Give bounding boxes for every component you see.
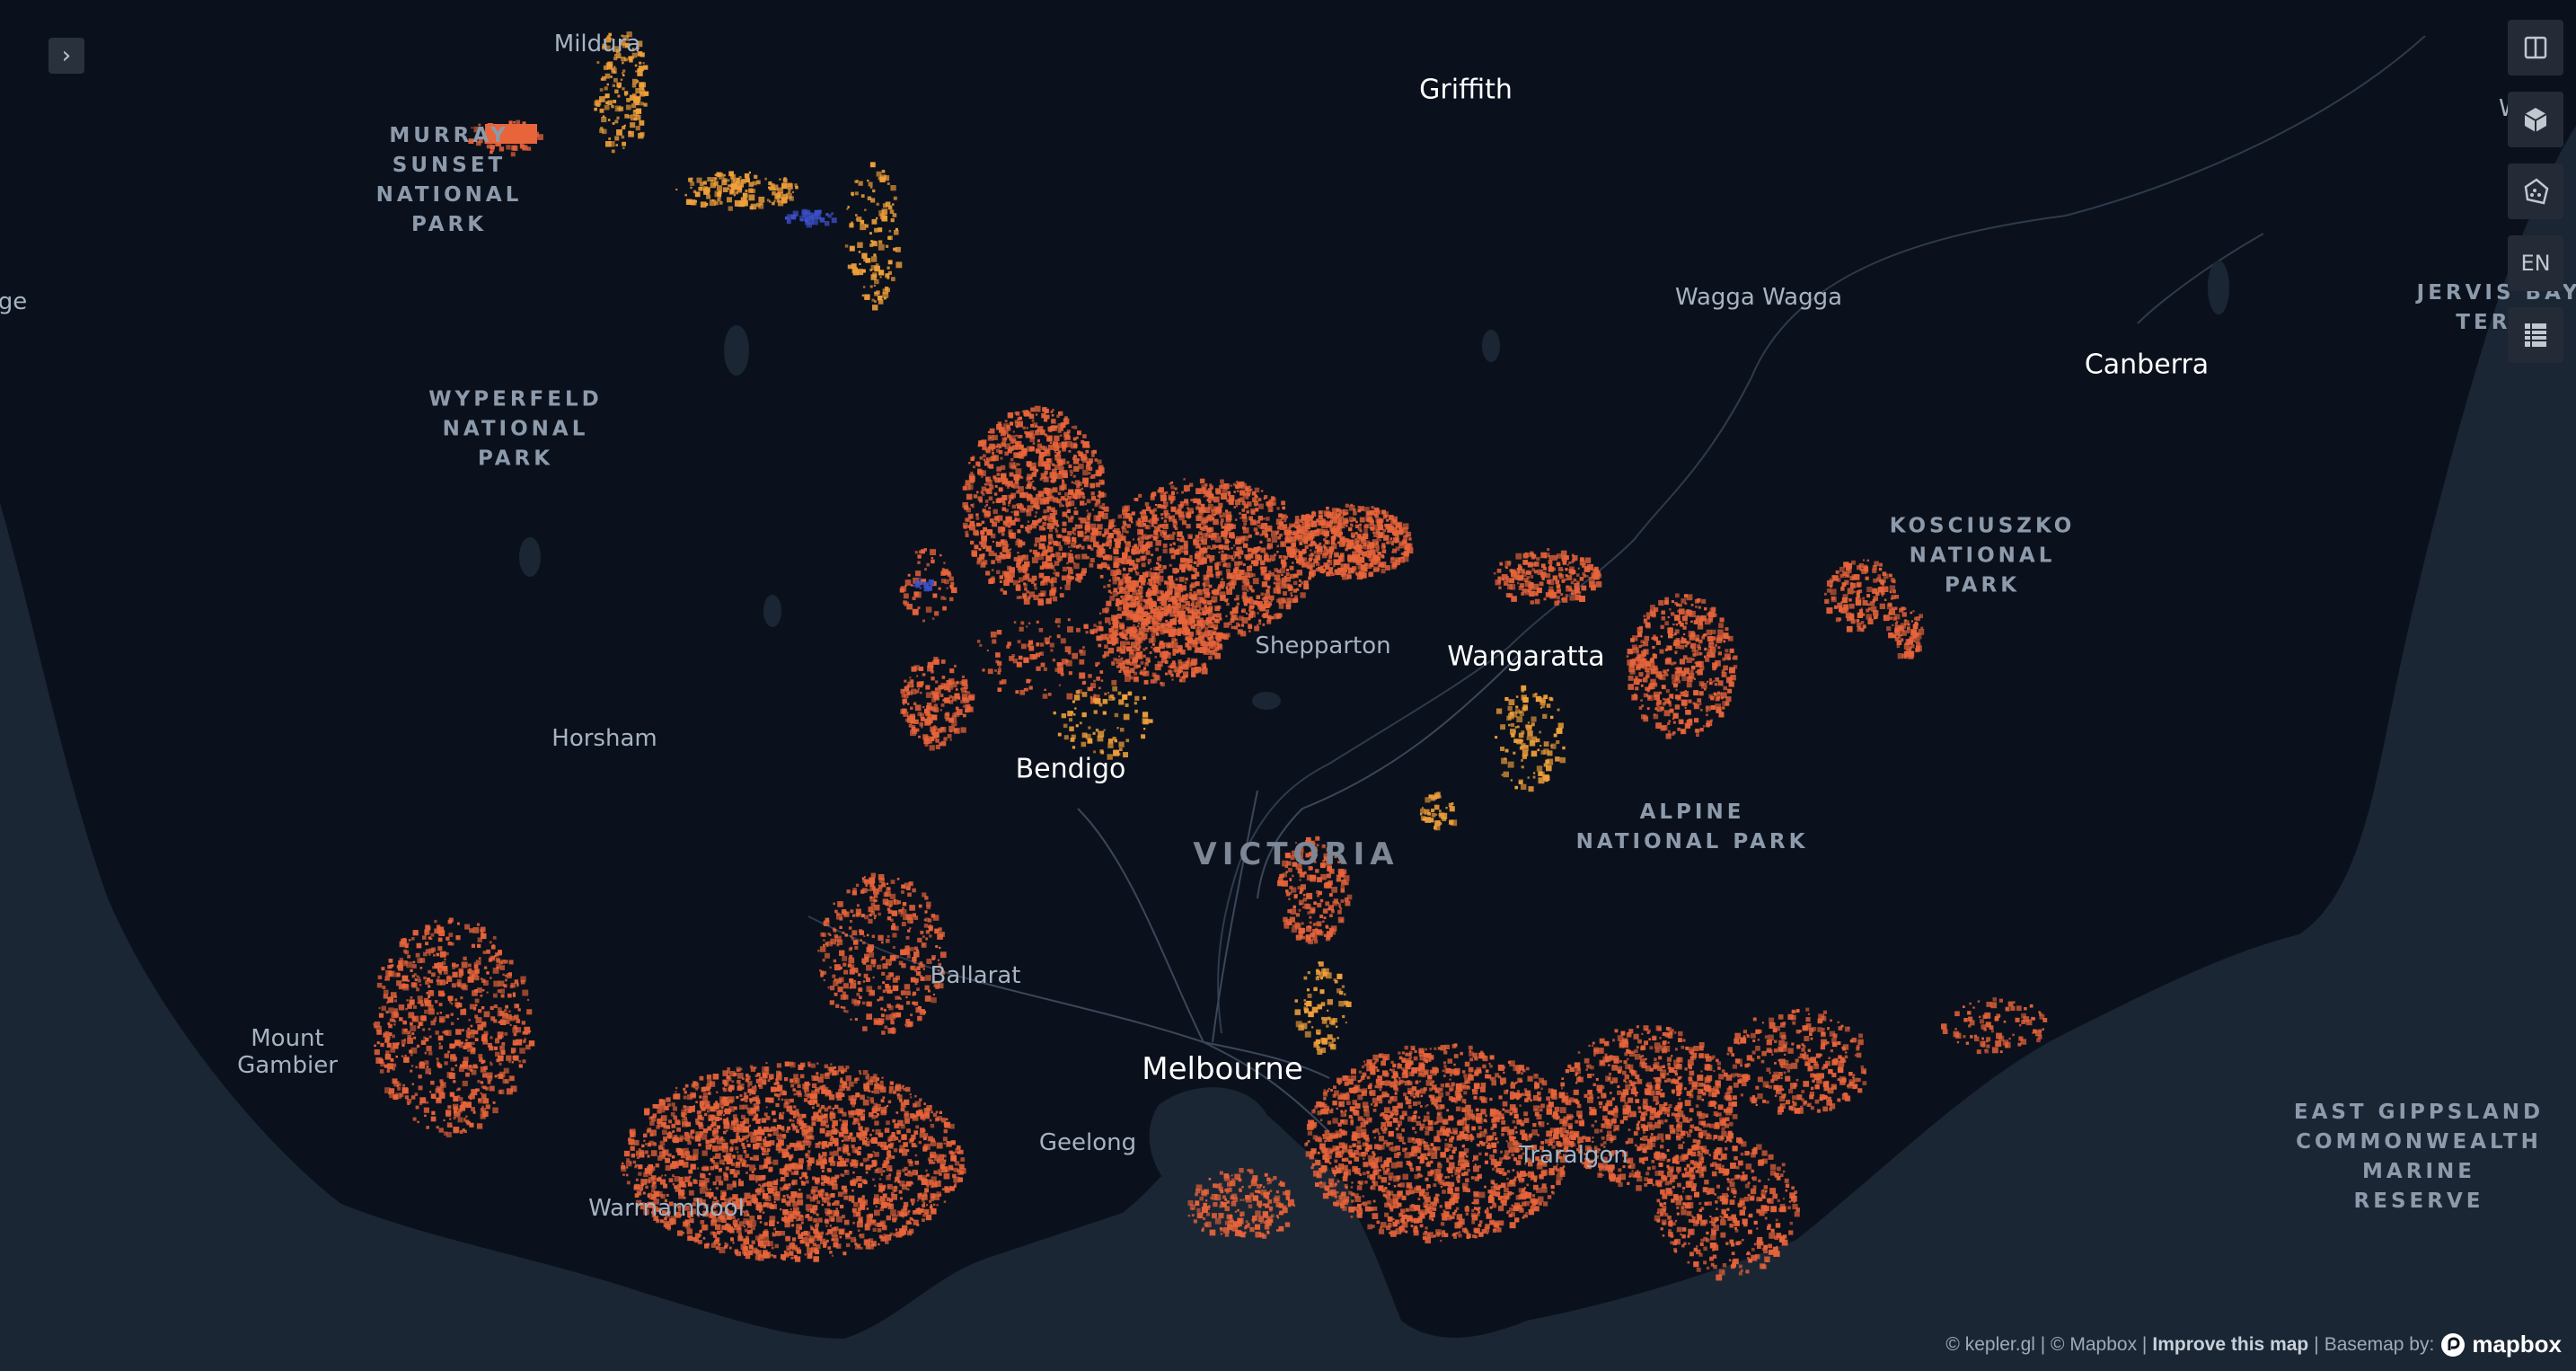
- place-label-wangaratta: Wangaratta: [1447, 641, 1605, 673]
- lakes: [519, 261, 2229, 710]
- map-controls-toolbar: EN: [2508, 20, 2565, 379]
- place-label-horsham: Horsham: [551, 725, 657, 752]
- attribution-basemap-text: Basemap by:: [2324, 1333, 2435, 1355]
- place-label-melbourne: Melbourne: [1142, 1051, 1303, 1087]
- place-label-shepparton: Shepparton: [1255, 632, 1391, 659]
- mapbox-wordmark: mapbox: [2472, 1331, 2562, 1358]
- improve-map-link[interactable]: Improve this map: [2152, 1333, 2309, 1355]
- place-label-ballarat: Ballarat: [930, 962, 1021, 989]
- park-label-jervis-bay: JERVIS BAY TERRI: [2416, 281, 2576, 334]
- language-toggle-button[interactable]: EN: [2508, 235, 2563, 291]
- park-label-alpine: ALPINE NATIONAL PARK: [1575, 800, 1809, 854]
- sea-area: [0, 126, 2576, 1371]
- park-label-east-gippsland: EAST GIPPSLAND COMMONWEALTH MARINE RESER…: [2293, 1101, 2545, 1213]
- place-label-geelong: Geelong: [1038, 1129, 1137, 1156]
- draw-polygon-icon: [2524, 178, 2549, 205]
- split-map-icon: [2524, 36, 2547, 59]
- language-label: EN: [2520, 251, 2551, 276]
- place-label-traralgon: Traralgon: [1519, 1142, 1628, 1169]
- place-label-wagga-wagga: Wagga Wagga: [1674, 284, 1843, 311]
- point-data-layer: [373, 31, 2048, 1281]
- state-label-victoria: VICTORIA: [1193, 836, 1399, 872]
- place-label-warrnambool: Warrnambool: [588, 1195, 745, 1222]
- map-attribution: © kepler.gl | © Mapbox | Improve this ma…: [1945, 1331, 2562, 1358]
- road-lines: [969, 655, 1519, 1133]
- mapbox-icon: [2441, 1332, 2466, 1357]
- mapbox-logo[interactable]: mapbox: [2439, 1331, 2562, 1358]
- 3d-view-icon: [2524, 108, 2547, 132]
- place-label-mildura: Mildura: [553, 31, 641, 57]
- chevron-right-icon: ›: [61, 42, 72, 69]
- park-label-murray-sunset: MURRAY SUNSET NATIONAL PARK: [375, 124, 523, 236]
- place-label-griffith: Griffith: [1419, 74, 1513, 106]
- place-label-edge-west: ge: [0, 288, 28, 315]
- western-port: [1302, 1173, 1353, 1225]
- 3d-view-button[interactable]: [2508, 92, 2563, 147]
- park-label-wyperfeld: WYPERFELD NATIONAL PARK: [428, 387, 603, 471]
- split-map-button[interactable]: [2508, 20, 2563, 75]
- river-lines: [807, 35, 2426, 1034]
- place-label-canberra: Canberra: [2084, 349, 2210, 381]
- attribution-kepler-text: © kepler.gl | © Mapbox |: [1945, 1333, 2148, 1355]
- place-label-bendigo: Bendigo: [1015, 753, 1126, 785]
- port-phillip-bay: [1149, 1087, 1269, 1214]
- park-label-kosciuszko: KOSCIUSZKO NATIONAL PARK: [1889, 514, 2076, 597]
- side-panel-toggle-button[interactable]: ›: [49, 38, 84, 74]
- place-label-mount-gambier: Mount Gambier: [237, 1025, 338, 1079]
- attribution-separator: |: [2314, 1333, 2319, 1355]
- legend-icon: [2525, 323, 2546, 347]
- draw-polygon-button[interactable]: [2508, 164, 2563, 219]
- data-block: [485, 124, 537, 144]
- legend-button[interactable]: [2508, 307, 2563, 363]
